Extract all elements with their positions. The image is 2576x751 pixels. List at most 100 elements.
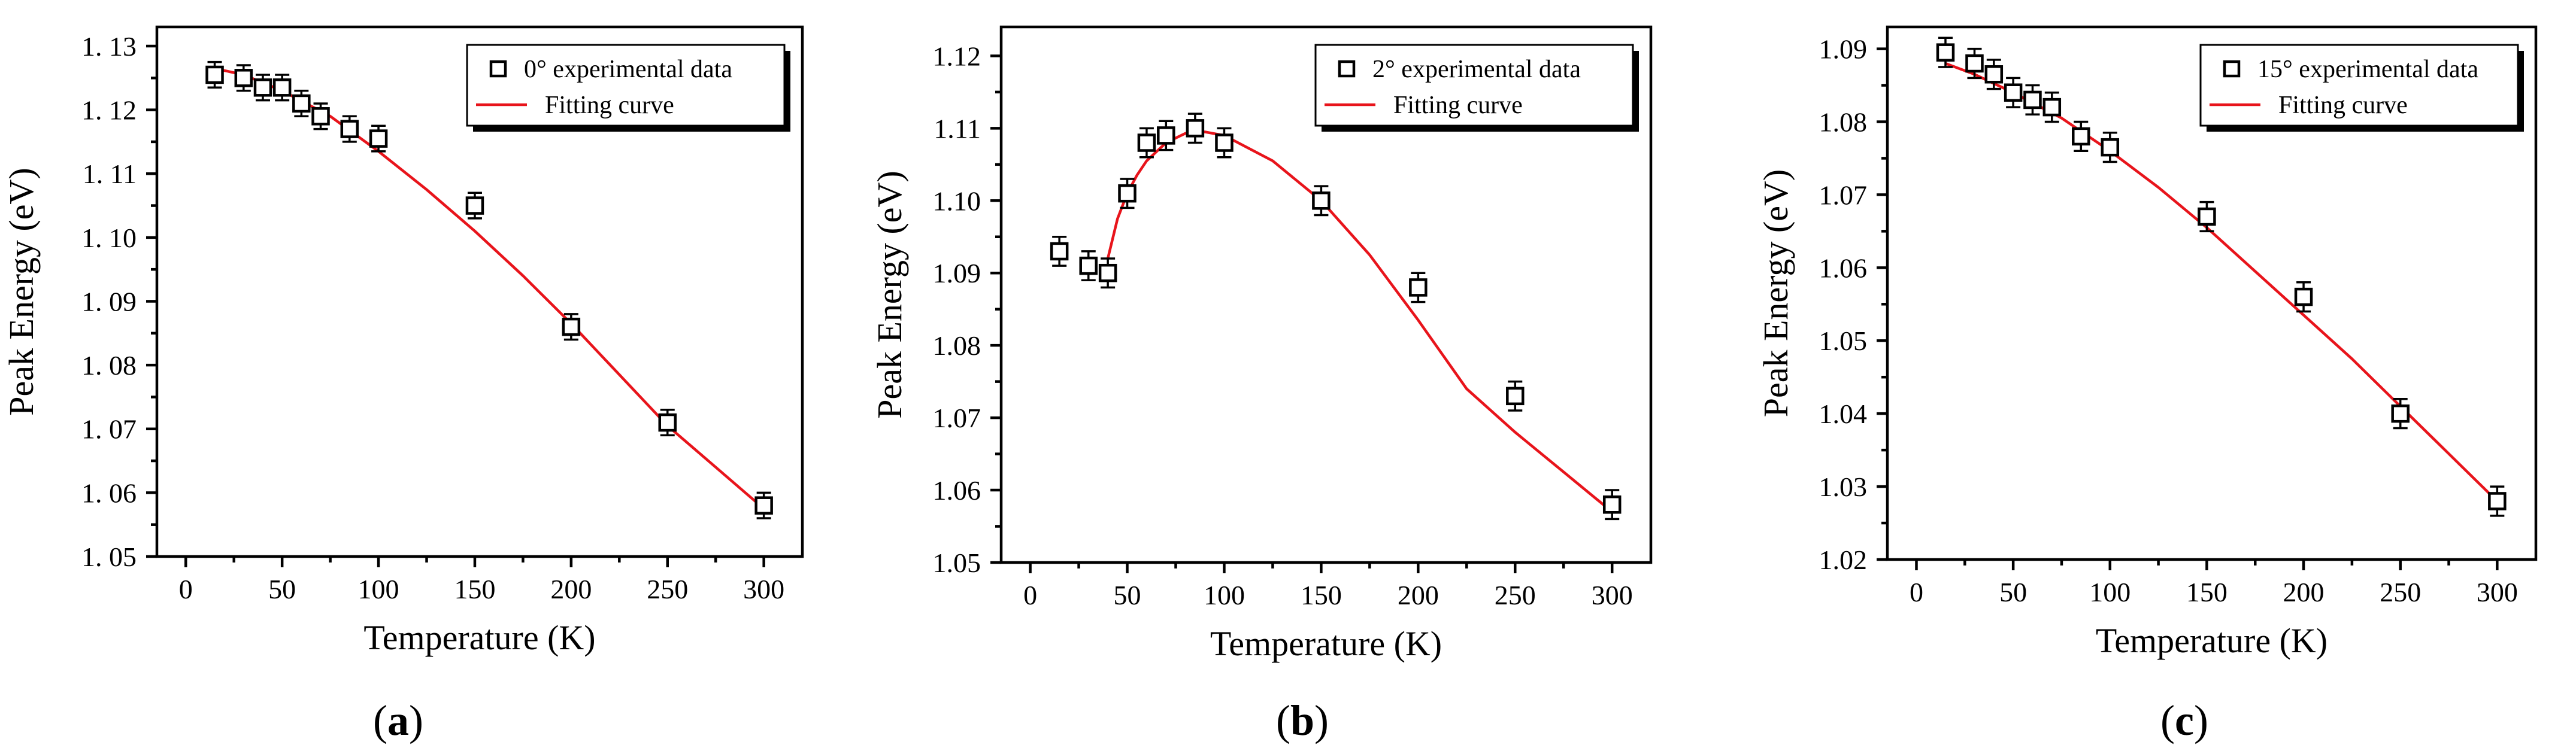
plot-frame — [1886, 25, 2538, 561]
x-tick-label: 200 — [550, 574, 592, 604]
x-tick-label: 50 — [1114, 580, 1141, 610]
data-point — [2488, 485, 2507, 517]
y-tick-label: 1.09 — [933, 258, 981, 288]
legend-data-label: 15° experimental data — [2257, 56, 2478, 83]
square-marker — [311, 107, 330, 126]
data-point — [658, 409, 677, 437]
square-marker — [1186, 119, 1205, 138]
square-marker — [1215, 133, 1234, 152]
chart-panel-c: 0 50 100 150 200 250 300 1.02 1.03 1.04 1.05 1.06 1.… — [1756, 25, 2538, 744]
data-point — [1602, 489, 1622, 521]
panel-label-letter: a — [387, 697, 409, 744]
data-point — [1936, 37, 1955, 68]
square-marker — [205, 65, 224, 84]
square-marker — [1157, 126, 1175, 145]
x-tick-label: 0 — [179, 574, 193, 604]
x-tick-label: 0 — [1023, 580, 1037, 610]
legend-data-label: 2° experimental data — [1372, 56, 1581, 83]
square-marker — [2198, 207, 2216, 226]
data-point — [272, 74, 292, 102]
y-axis-label: Peak Energy (eV) — [2, 168, 41, 415]
legend-fit-label: Fitting curve — [545, 92, 674, 119]
square-marker — [2488, 492, 2507, 510]
x-tick-label: 100 — [358, 574, 399, 604]
data-point — [2391, 398, 2410, 430]
square-marker — [1984, 65, 2004, 84]
data-point — [2101, 132, 2120, 163]
y-tick-label: 1. 10 — [81, 223, 137, 253]
square-marker — [1602, 495, 1622, 514]
data-point — [1079, 250, 1098, 282]
x-tick-label: 300 — [1592, 580, 1633, 610]
y-tick-label: 1.02 — [1819, 545, 1868, 575]
square-marker — [1098, 263, 1117, 282]
y-tick-label: 1.06 — [1819, 253, 1868, 283]
data-point — [2072, 120, 2090, 153]
x-tick-label: 300 — [2477, 577, 2518, 607]
data-point — [1506, 380, 1525, 412]
x-tick-label: 250 — [2380, 577, 2421, 607]
square-marker — [340, 120, 359, 138]
square-marker — [1079, 256, 1098, 275]
legend-fit-label: Fitting curve — [2278, 92, 2408, 119]
data-point — [1118, 178, 1137, 209]
square-marker — [1936, 43, 1955, 62]
x-tick-label: 300 — [743, 574, 784, 604]
data-point — [562, 313, 581, 341]
y-axis-label: Peak Energy (eV) — [1756, 169, 1795, 417]
data-point — [369, 124, 388, 153]
data-point — [1409, 272, 1428, 303]
y-axis-label: Peak Energy (eV) — [870, 171, 909, 418]
y-tick-label: 1. 07 — [81, 414, 137, 445]
panel-label: (a) — [373, 697, 423, 744]
legend-box — [466, 44, 786, 127]
y-tick-label: 1.06 — [933, 475, 981, 506]
chart-panel-b: 0 50 100 150 200 250 300 1.05 1.06 1.07 1.08 1.09 1.… — [870, 25, 1653, 744]
data-point — [1965, 47, 1984, 80]
x-axis-label: Temperature (K) — [2096, 621, 2328, 660]
panel-label-letter: b — [1290, 697, 1314, 744]
data-point — [2004, 77, 2023, 108]
square-marker — [465, 196, 484, 215]
y-tick-label: 1.05 — [933, 548, 981, 578]
x-tick-label: 50 — [1999, 577, 2027, 607]
data-point — [1157, 120, 1175, 151]
square-marker — [1506, 387, 1525, 406]
y-tick-label: 1.09 — [1819, 34, 1868, 65]
data-point — [465, 191, 484, 220]
data-point — [1215, 127, 1234, 159]
square-marker — [1312, 191, 1331, 210]
data-point — [754, 491, 773, 519]
y-tick-label: 1.05 — [1819, 326, 1868, 356]
x-tick-label: 100 — [1204, 580, 1245, 610]
data-point — [1312, 185, 1331, 217]
y-tick-label: 1. 06 — [81, 478, 137, 508]
legend: 15° experimental data Fitting curve — [2199, 44, 2524, 132]
plot-frame — [999, 25, 1653, 564]
x-tick-label: 150 — [1301, 580, 1342, 610]
y-tick-label: 1.10 — [933, 186, 981, 216]
x-axis-label: Temperature (K) — [363, 618, 595, 657]
fitting-curve-line — [214, 67, 765, 510]
x-tick-label: 50 — [268, 574, 296, 604]
data-point — [311, 102, 330, 130]
x-axis-label: Temperature (K) — [1210, 624, 1442, 663]
square-marker — [234, 69, 253, 87]
plot-frame — [155, 25, 804, 558]
data-point — [340, 115, 359, 143]
square-marker — [2023, 90, 2042, 110]
square-marker — [1137, 133, 1156, 152]
data-point — [1186, 113, 1205, 144]
y-tick-label: 1.04 — [1819, 399, 1868, 429]
panel-label-letter: c — [2175, 697, 2194, 744]
legend-marker-square — [1338, 60, 1356, 78]
square-marker — [272, 78, 292, 97]
square-marker — [2101, 138, 2120, 157]
x-tick-label: 0 — [1910, 577, 1923, 607]
square-marker — [2004, 83, 2023, 102]
legend-box — [2199, 44, 2519, 127]
y-tick-label: 1. 05 — [81, 542, 137, 572]
data-point — [253, 74, 272, 102]
data-point — [1098, 257, 1117, 289]
y-tick-label: 1.03 — [1819, 472, 1868, 502]
